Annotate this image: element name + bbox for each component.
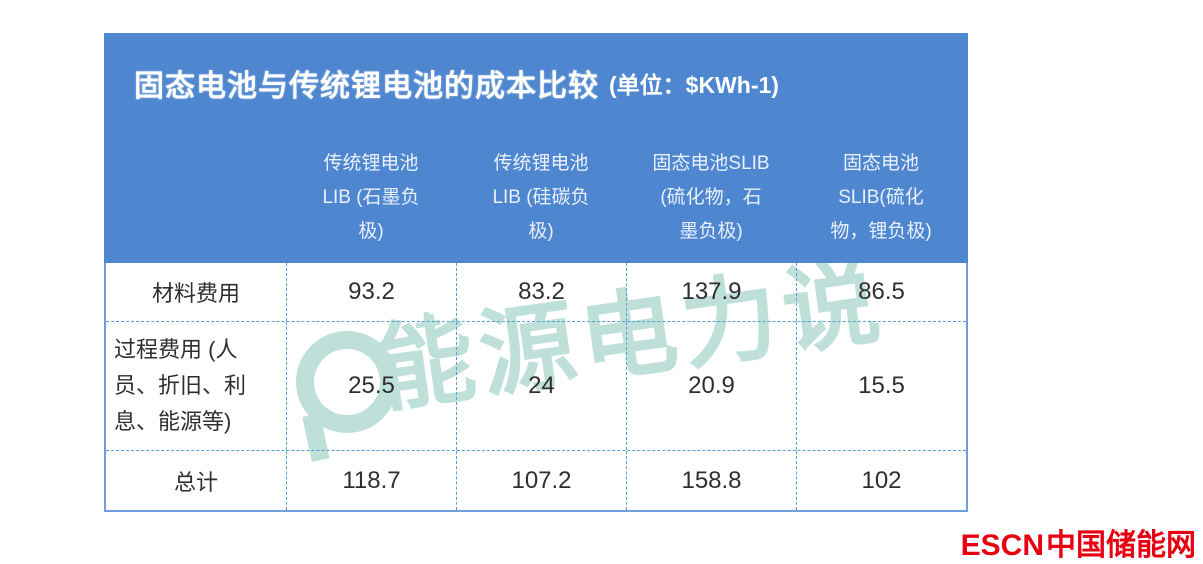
escn-logo-chinese: 中国储能网 [1046, 529, 1196, 562]
escn-logo-latin: ESCN [960, 529, 1044, 562]
table-title-text: 固态电池与传统锂电池的成本比较 [134, 70, 599, 103]
table-header-band: 固态电池与传统锂电池的成本比较 (单位：$KWh-1) 传统锂电池 LIB (石… [104, 33, 968, 263]
value-process-slib-graphite: 20.9 [626, 322, 796, 450]
value-total-slib-graphite: 158.8 [626, 451, 796, 510]
table-title-unit: (单位：$KWh-1) [609, 72, 779, 98]
column-header-slib-lithium: 固态电池 SLIB(硫化 物，锂负极) [830, 152, 932, 243]
table-row-total: 总计 118.7 107.2 158.8 102 [106, 450, 966, 510]
column-header-lib-graphite: 传统锂电池 LIB (石墨负 极) [322, 152, 420, 243]
column-header-row: 传统锂电池 LIB (石墨负 极) 传统锂电池 LIB (硅碳负 极) 固态电池… [106, 133, 966, 263]
value-process-lib-graphite: 25.5 [286, 322, 456, 450]
value-total-slib-lithium: 102 [796, 451, 966, 510]
table-title: 固态电池与传统锂电池的成本比较 (单位：$KWh-1) [106, 33, 966, 133]
row-label: 总计 [173, 469, 218, 495]
value-process-lib-silicon: 24 [456, 322, 626, 450]
value-process-slib-lithium: 15.5 [796, 322, 966, 450]
table-row-material-cost: 材料费用 93.2 83.2 137.9 86.5 [106, 263, 966, 321]
value-material-slib-graphite: 137.9 [626, 263, 796, 321]
row-label: 过程费用 (人 员、折旧、利 息、能源等) [114, 336, 247, 435]
table-body: + 能源电力说 材料费用 93.2 83.2 137.9 86.5 过程费用 (… [104, 263, 968, 512]
value-total-lib-graphite: 118.7 [286, 451, 456, 510]
value-material-lib-graphite: 93.2 [286, 263, 456, 321]
value-total-lib-silicon: 107.2 [456, 451, 626, 510]
cost-comparison-table: 固态电池与传统锂电池的成本比较 (单位：$KWh-1) 传统锂电池 LIB (石… [104, 33, 968, 512]
column-header-lib-silicon: 传统锂电池 LIB (硅碳负 极) [492, 152, 590, 243]
table-row-process-cost: 过程费用 (人 员、折旧、利 息、能源等) 25.5 24 20.9 15.5 [106, 321, 966, 450]
escn-logo: ESCN中国储能网 [961, 520, 1196, 564]
value-material-lib-silicon: 83.2 [456, 263, 626, 321]
value-material-slib-lithium: 86.5 [796, 263, 966, 321]
row-label: 材料费用 [151, 281, 240, 306]
column-header-slib-graphite: 固态电池SLIB (硫化物，石 墨负极) [652, 152, 770, 243]
